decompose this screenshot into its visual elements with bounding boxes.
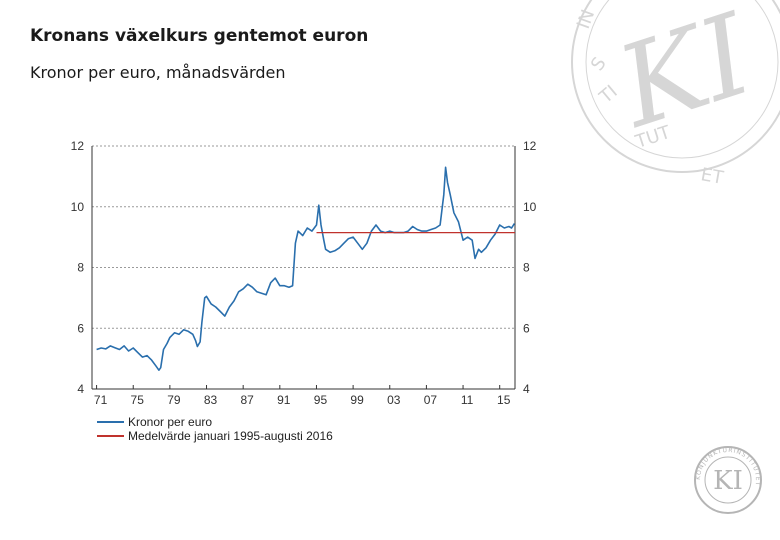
x-tick-label: 07 [424,393,438,407]
x-tick-label: 83 [204,393,218,407]
x-tick-label: 79 [167,393,181,407]
x-tick-label: 95 [314,393,328,407]
chart-series [96,166,516,371]
x-tick-label: 91 [277,393,291,407]
legend-label: Medelvärde januari 1995-augusti 2016 [128,429,333,443]
x-tick-label: 99 [350,393,364,407]
legend-label: Kronor per euro [128,415,212,429]
y-tick-label-left: 6 [77,321,84,335]
y-tick-label-right: 10 [523,200,537,214]
svg-text:KI: KI [713,466,743,496]
y-tick-label-right: 12 [523,139,537,153]
y-tick-label-right: 4 [523,382,530,396]
x-tick-label: 11 [461,393,474,407]
y-tick-label-left: 4 [77,382,84,396]
y-tick-label-right: 8 [523,261,530,275]
x-tick-label: 75 [131,393,145,407]
institute-watermark-logo: KI IN S TI TUT ET [571,0,780,189]
y-tick-label-left: 8 [77,261,84,275]
y-tick-label-left: 12 [71,139,85,153]
series-line-kronor-per-euro [96,166,516,371]
y-axis-left: 4 6 8 10 12 [71,139,85,396]
y-tick-label-left: 10 [71,200,85,214]
svg-text:ET: ET [699,164,726,189]
x-tick-label: 03 [387,393,401,407]
x-tick-label: 15 [497,393,511,407]
slide-subtitle: Kronor per euro, månadsvärden [30,63,286,82]
x-tick-label: 71 [94,393,108,407]
x-axis: 71 75 79 83 87 91 95 99 03 07 11 15 [91,146,516,407]
x-tick-label: 87 [240,393,254,407]
y-tick-label-right: 6 [523,321,530,335]
institute-seal-logo: KONJUNKTURINSTITUTET KI [694,446,762,514]
chart-gridlines [92,145,515,329]
slide-title: Kronans växelkurs gentemot euron [30,26,369,46]
y-axis-right: 4 6 8 10 12 [523,139,537,396]
